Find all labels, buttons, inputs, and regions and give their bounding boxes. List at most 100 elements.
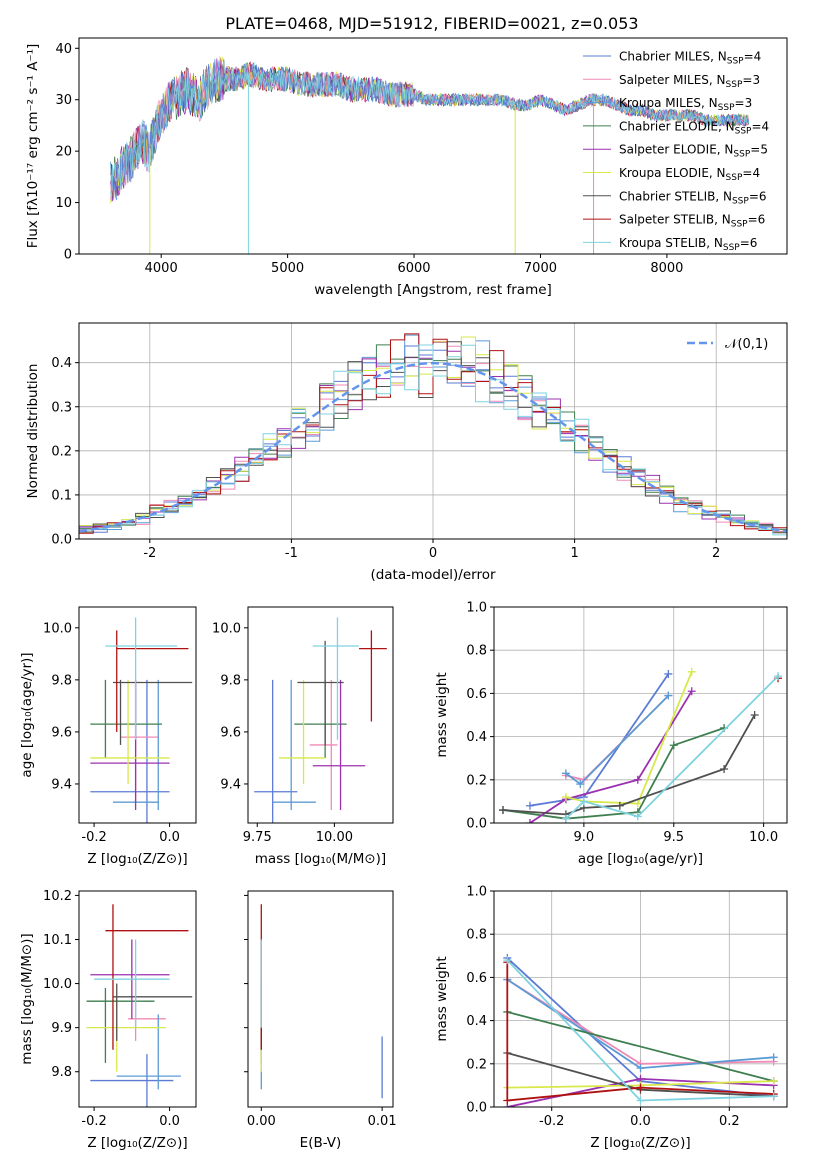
data-point bbox=[750, 711, 759, 719]
data-point bbox=[687, 687, 696, 696]
y-tick-label: 10.0 bbox=[43, 977, 72, 992]
y-tick-label: 1.0 bbox=[466, 885, 487, 900]
axes-frame bbox=[493, 606, 788, 824]
x-tick-label: -2 bbox=[143, 546, 156, 561]
x-tick-label: -0.2 bbox=[81, 1114, 106, 1129]
x-tick-label: 0.01 bbox=[368, 1114, 397, 1129]
data-point bbox=[579, 797, 588, 806]
data-point bbox=[503, 956, 512, 965]
y-tick-label: 9.4 bbox=[220, 777, 241, 792]
normal-curve bbox=[79, 361, 787, 533]
spectrum-line bbox=[110, 62, 750, 203]
axes-frame bbox=[78, 606, 197, 824]
y-tick-label: 10 bbox=[55, 196, 72, 211]
y-tick-label: 10.0 bbox=[43, 621, 72, 636]
y-tick-label: 1.0 bbox=[466, 601, 487, 616]
y-tick-label: 0.6 bbox=[466, 687, 487, 702]
x-tick-label: -0.2 bbox=[81, 830, 106, 845]
legend-label: Salpeter ELODIE, NSSP=5 bbox=[619, 143, 768, 160]
x-tick-label: 0 bbox=[429, 546, 437, 561]
legend-label: Chabrier ELODIE, NSSP=4 bbox=[619, 119, 769, 136]
y-tick-label: 40 bbox=[55, 42, 72, 57]
data-point bbox=[664, 691, 673, 700]
y-tick-label: 0.4 bbox=[51, 356, 72, 371]
legend-label: Chabrier MILES, NSSP=4 bbox=[619, 50, 761, 67]
x-tick-label: 10.0 bbox=[749, 830, 778, 845]
x-tick-label: 4000 bbox=[145, 261, 178, 276]
y-tick-label: 0.0 bbox=[466, 817, 487, 832]
panel-age-vs-mass: 9.75 10.00 9.4 9.6 9.8 10.0 mass [log₁₀(M/M⊙)] bbox=[212, 606, 394, 867]
data-point bbox=[720, 765, 729, 773]
x-tick-label: 7000 bbox=[524, 261, 557, 276]
plot-area bbox=[494, 607, 787, 823]
data-point bbox=[769, 1092, 778, 1101]
data-point bbox=[687, 667, 696, 676]
x-tick-label: 0.00 bbox=[247, 1114, 276, 1129]
data-point bbox=[633, 812, 642, 821]
x-tick-label: 0.0 bbox=[630, 1114, 651, 1129]
x-tick-label: 0.0 bbox=[159, 830, 180, 845]
data-point bbox=[525, 819, 534, 823]
y-tick-label: 10.2 bbox=[43, 889, 72, 904]
data-point bbox=[498, 806, 507, 815]
y-tick-label: 9.6 bbox=[51, 725, 72, 740]
legend-label: Salpeter STELIB, NSSP=6 bbox=[619, 213, 765, 230]
mass-weight-line bbox=[506, 962, 774, 1102]
y-tick-label: 9.8 bbox=[51, 1065, 72, 1080]
x-tick-label: 0.2 bbox=[719, 1114, 740, 1129]
panel-mass-vs-Z: -0.2 0.0 9.8 9.9 10.0 10.1 10.2 Z [log₁₀(Z/Z⊙)]… bbox=[19, 889, 197, 1151]
x-tick-label: 10.00 bbox=[316, 830, 353, 845]
x-axis-label: Z [log₁₀(Z/Z⊙)] bbox=[590, 1135, 690, 1151]
y-axis-label: mass weight bbox=[434, 672, 450, 757]
data-point bbox=[664, 669, 673, 678]
data-point bbox=[774, 672, 783, 681]
mass-weight-line bbox=[565, 675, 779, 820]
y-tick-label: 0.1 bbox=[51, 488, 72, 503]
y-axis-label: age [log₁₀(age/yr)] bbox=[19, 652, 35, 777]
x-axis-label: mass [log₁₀(M/M⊙)] bbox=[255, 851, 386, 867]
y-tick-label: 9.9 bbox=[51, 1021, 72, 1036]
figure-title: PLATE=0468, MJD=51912, FIBERID=0021, z=0… bbox=[225, 14, 638, 33]
mass-weight-line bbox=[507, 1011, 774, 1082]
data-point bbox=[561, 769, 570, 778]
x-tick-label: 2 bbox=[712, 546, 720, 561]
y-tick-label: 0.0 bbox=[466, 1101, 487, 1116]
axes-frame bbox=[247, 606, 394, 824]
legend-label: Chabrier STELIB, NSSP=6 bbox=[619, 189, 767, 206]
x-axis-label: (data-model)/error bbox=[370, 567, 496, 583]
plot-area bbox=[79, 323, 787, 539]
legend-label: Salpeter MILES, NSSP=3 bbox=[619, 73, 760, 90]
x-tick-label: -0.2 bbox=[539, 1114, 564, 1129]
x-tick-label: 9.5 bbox=[663, 830, 684, 845]
data-point bbox=[769, 1053, 778, 1062]
spectrum-line bbox=[110, 63, 750, 200]
y-tick-label: 20 bbox=[55, 145, 72, 160]
y-tick-label: 0.8 bbox=[466, 928, 487, 943]
data-point bbox=[561, 793, 570, 802]
axes-frame bbox=[247, 890, 394, 1108]
mass-weight-line bbox=[565, 694, 670, 786]
y-tick-label: 30 bbox=[55, 93, 72, 108]
x-axis-label: wavelength [Angstrom, rest frame] bbox=[314, 282, 552, 298]
data-point bbox=[769, 1077, 778, 1086]
y-tick-label: 9.4 bbox=[51, 777, 72, 792]
x-tick-label: 5000 bbox=[271, 261, 304, 276]
y-tick-label: 0.2 bbox=[466, 773, 487, 788]
plot-area bbox=[494, 891, 787, 1107]
x-tick-label: 1 bbox=[570, 546, 578, 561]
x-tick-label: 0.0 bbox=[159, 1114, 180, 1129]
y-tick-label: 0.2 bbox=[51, 444, 72, 459]
y-axis-label: mass weight bbox=[434, 956, 450, 1041]
panel-mass-weight-vs-Z: -0.2 0.0 0.2 0.0 0.2 0.4 0.6 0.8 1.0 Z [log₁₀(Z/Z… bbox=[434, 885, 788, 1151]
plot-area bbox=[254, 617, 387, 823]
x-tick-label: 9.75 bbox=[243, 830, 272, 845]
y-axis-label: mass [log₁₀(M/M⊙)] bbox=[19, 933, 35, 1064]
y-tick-label: 0.4 bbox=[466, 730, 487, 745]
x-axis-label: age [log₁₀(age/yr)] bbox=[578, 851, 703, 867]
panel-mass-vs-ebv: 0.00 0.01 E(B-V) bbox=[244, 890, 397, 1151]
y-tick-label: 0.8 bbox=[466, 644, 487, 659]
x-tick-label: 6000 bbox=[397, 261, 430, 276]
x-axis-label: Z [log₁₀(Z/Z⊙)] bbox=[87, 851, 187, 867]
data-point bbox=[576, 780, 585, 789]
x-tick-label: -1 bbox=[285, 546, 298, 561]
